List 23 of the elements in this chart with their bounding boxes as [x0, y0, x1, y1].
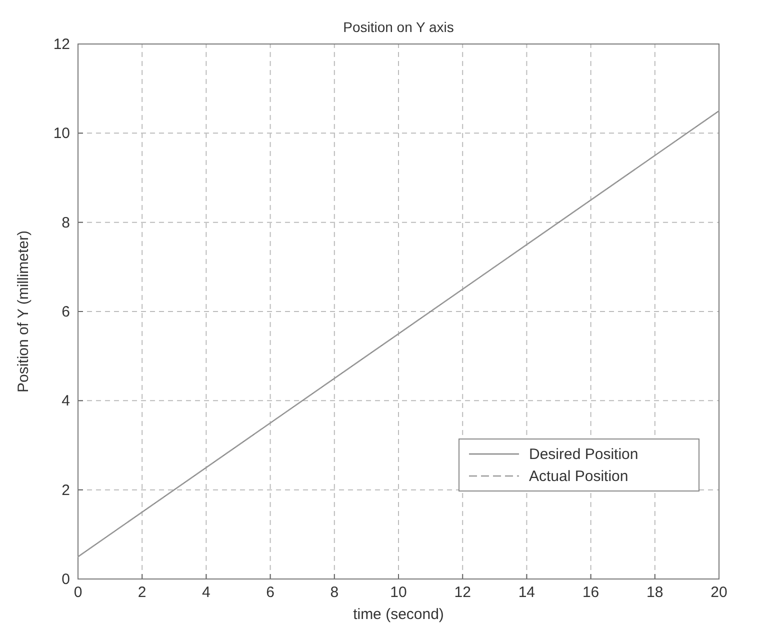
y-tick-label: 4 — [62, 392, 70, 410]
y-tick-label: 10 — [53, 125, 70, 142]
y-tick-label: 8 — [62, 214, 70, 232]
legend-label: Desired Position — [529, 446, 638, 463]
y-tick-label: 12 — [53, 36, 70, 53]
x-tick-label: 2 — [138, 584, 146, 601]
x-tick-label: 10 — [390, 584, 407, 601]
y-axis-title: Position of Y (millimeter) — [15, 230, 32, 392]
x-tick-label: 4 — [202, 584, 210, 601]
legend-label: Actual Position — [529, 468, 628, 485]
x-tick-label: 14 — [518, 584, 536, 601]
x-tick-label: 18 — [646, 584, 664, 601]
x-tick-label: 0 — [74, 584, 82, 601]
x-tick-label: 16 — [582, 584, 600, 601]
y-tick-label: 2 — [62, 482, 70, 499]
x-tick-label: 12 — [454, 584, 471, 601]
x-tick-label: 8 — [330, 584, 339, 601]
chart-title: Position on Y axis — [343, 19, 454, 35]
x-tick-label: 20 — [710, 584, 728, 601]
x-tick-label: 6 — [266, 584, 274, 601]
x-axis-title: time (second) — [353, 606, 444, 623]
y-tick-label: 6 — [62, 304, 70, 320]
y-tick-label: 0 — [62, 571, 70, 588]
